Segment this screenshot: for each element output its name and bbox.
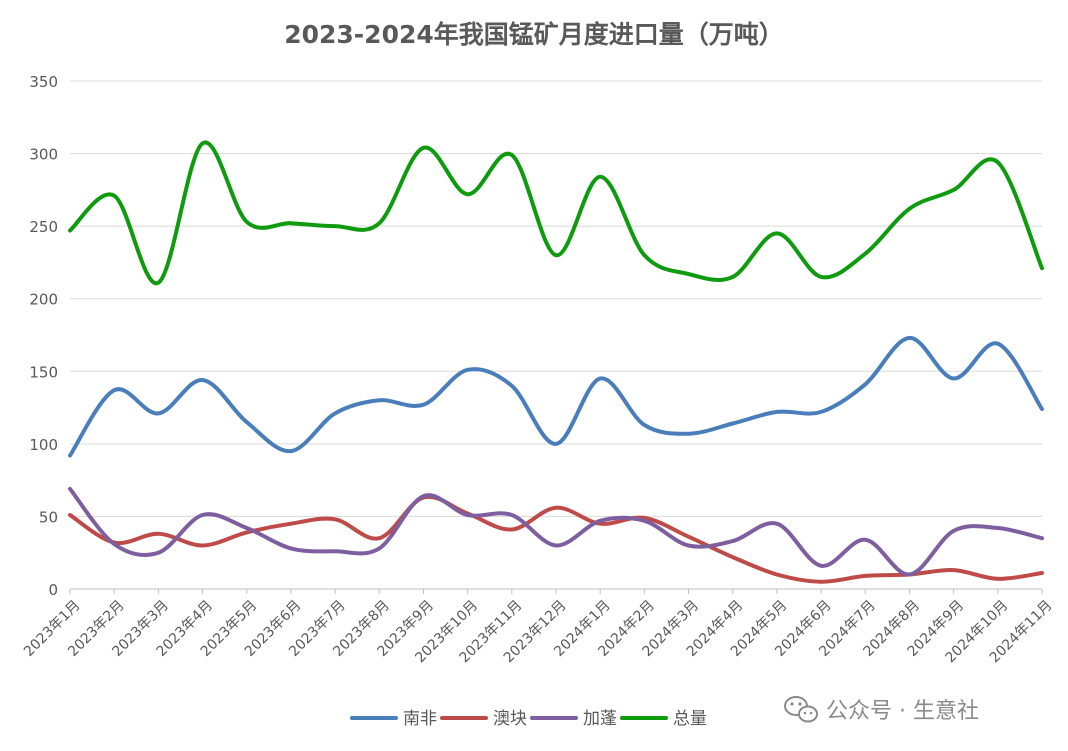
x-axis: 2023年1月2023年2月2023年3月2023年4月2023年5月2023年… xyxy=(21,589,1056,666)
series-line-gabon xyxy=(68,486,1044,577)
chart-title: 2023-2024年我国锰矿月度进口量（万吨） xyxy=(284,20,784,49)
legend-label-australia: 澳块 xyxy=(493,709,527,729)
watermark: 公众号 · 生意社 xyxy=(784,696,979,724)
series-line-total xyxy=(68,140,1044,286)
y-tick-label: 150 xyxy=(29,363,58,381)
y-tick-label: 350 xyxy=(29,73,58,91)
y-tick-label: 100 xyxy=(29,436,58,454)
series-line-australia xyxy=(68,494,1044,584)
y-axis: 0 50 100 150 200 250 300 350 xyxy=(29,73,58,599)
wechat-icon xyxy=(784,696,818,723)
series-line-south-africa xyxy=(68,335,1044,458)
watermark-text: 公众号 · 生意社 xyxy=(826,699,979,724)
y-tick-label: 200 xyxy=(29,291,58,309)
legend-label-south-africa: 南非 xyxy=(403,709,437,729)
legend: 南非 澳块 加蓬 总量 xyxy=(350,709,707,729)
series-layer xyxy=(68,140,1044,584)
y-tick-label: 300 xyxy=(29,146,58,164)
y-tick-label: 50 xyxy=(39,508,58,526)
legend-label-total: 总量 xyxy=(673,709,707,729)
y-tick-label: 0 xyxy=(48,581,58,599)
y-tick-label: 250 xyxy=(29,218,58,236)
legend-label-gabon: 加蓬 xyxy=(583,709,617,729)
